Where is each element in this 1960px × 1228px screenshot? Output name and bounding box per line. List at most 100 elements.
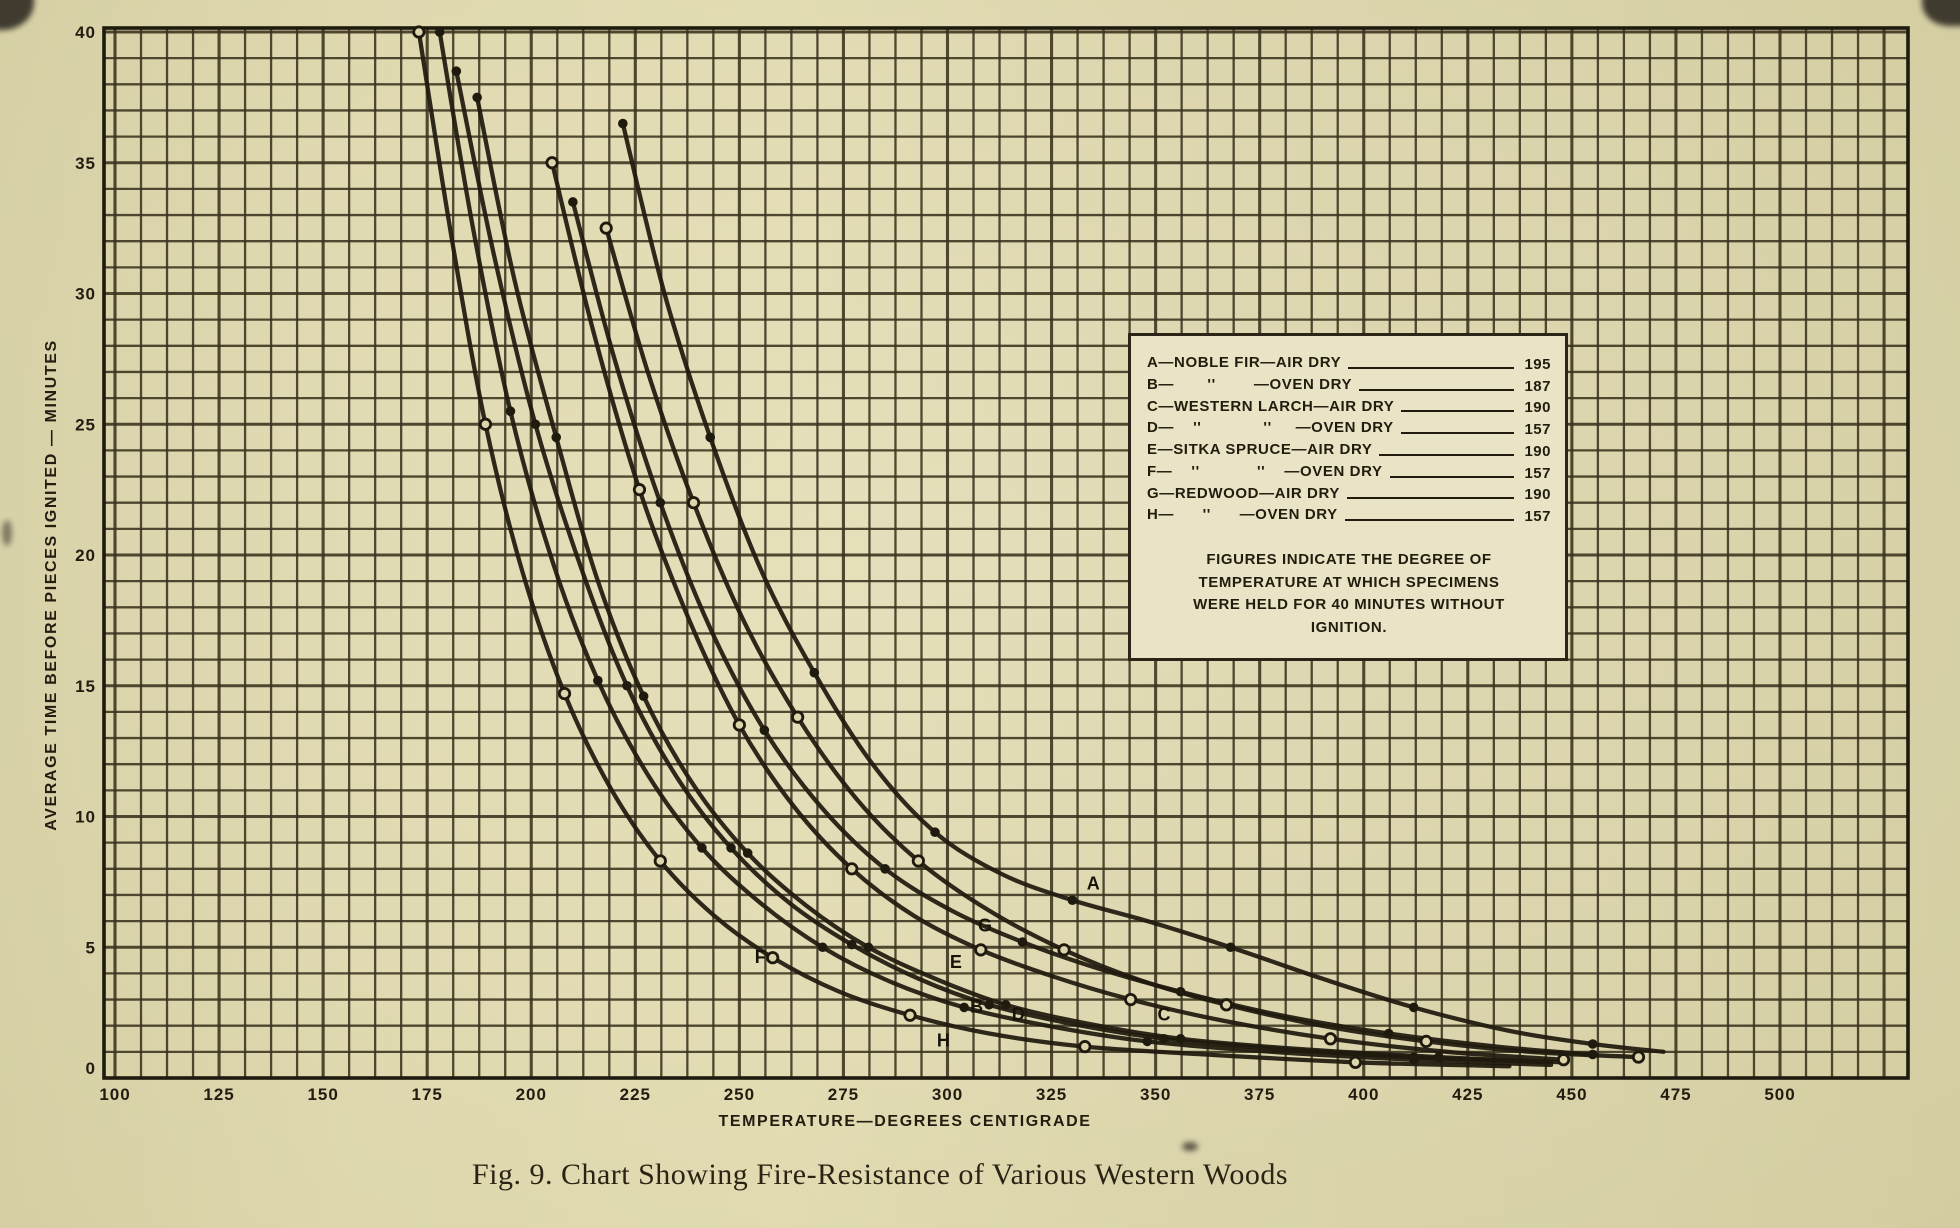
legend-row-temperature: 157 <box>1524 464 1551 482</box>
scan-speck-left <box>2 520 12 546</box>
y-tick-label: 15 <box>75 677 96 696</box>
marker-dot-G <box>1175 986 1186 997</box>
legend-leader-line <box>1359 388 1514 391</box>
x-tick-label: 175 <box>412 1085 443 1104</box>
marker-dot-B <box>863 942 874 953</box>
legend-row-temperature: 195 <box>1524 355 1551 373</box>
x-tick-label: 150 <box>307 1085 338 1104</box>
legend-rows: A—NOBLE FIR—AIR DRY 195 B— '' —OVEN DRY 187… <box>1147 354 1551 525</box>
marker-dot-F <box>1408 1054 1419 1065</box>
marker-dot-F <box>434 27 445 37</box>
x-tick-label: 250 <box>724 1085 755 1104</box>
legend-row-label: H— '' —OVEN DRY <box>1147 506 1338 524</box>
x-tick-label: 450 <box>1556 1085 1587 1104</box>
legend-leader-line <box>1379 453 1514 456</box>
marker-dot-D <box>726 843 736 853</box>
marker-open-E <box>1556 1053 1571 1067</box>
x-tick-label: 425 <box>1452 1085 1483 1104</box>
x-tick-label: 500 <box>1764 1085 1795 1104</box>
marker-dot-A <box>1225 942 1236 953</box>
legend-row-A: A—NOBLE FIR—AIR DRY 195 <box>1147 354 1551 373</box>
x-tick-label: 225 <box>620 1085 651 1104</box>
curve-label-H: H <box>937 1031 950 1051</box>
legend-leader-line <box>1344 519 1514 521</box>
marker-dot-D <box>1159 1033 1169 1044</box>
y-tick-label: 40 <box>75 23 96 42</box>
marker-dot-F <box>959 1002 969 1013</box>
marker-open-E <box>1323 1032 1338 1046</box>
marker-open-E <box>732 718 746 732</box>
curve-label-B: B <box>970 997 983 1017</box>
x-tick-label: 475 <box>1660 1085 1691 1104</box>
legend-row-label: B— '' —OVEN DRY <box>1147 375 1353 393</box>
y-tick-label: 30 <box>75 285 96 304</box>
marker-open-C <box>1631 1050 1646 1064</box>
legend-row-temperature: 187 <box>1524 377 1551 395</box>
marker-open-E <box>974 943 988 957</box>
legend-row-temperature: 157 <box>1524 508 1551 525</box>
marker-dot-A <box>809 667 820 678</box>
marker-open-C <box>911 854 925 868</box>
x-tick-label: 125 <box>203 1085 234 1104</box>
marker-dot-B <box>742 848 753 858</box>
marker-open-C <box>1057 943 1071 957</box>
legend-row-G: G—REDWOOD—AIR DRY 190 <box>1147 485 1551 504</box>
marker-dot-B <box>472 92 482 103</box>
marker-open-E <box>545 156 559 170</box>
marker-dot-F <box>817 942 828 953</box>
marker-dot-G <box>1587 1049 1598 1060</box>
figure-caption: Fig. 9. Chart Showing Fire-Resistance of… <box>471 1158 1289 1191</box>
x-tick-label: 400 <box>1348 1085 1379 1104</box>
marker-open-H <box>653 854 667 868</box>
marker-dot-B <box>1433 1052 1444 1062</box>
marker-open-E <box>632 483 647 497</box>
marker-open-E <box>1124 992 1138 1007</box>
marker-dot-D <box>530 419 541 430</box>
marker-dot-A <box>930 827 940 837</box>
x-tick-label: 325 <box>1036 1085 1067 1104</box>
legend-row-F: F— '' '' —OVEN DRY 157 <box>1147 463 1551 482</box>
marker-dot-G <box>1017 937 1028 947</box>
marker-open-C <box>1419 1034 1433 1048</box>
legend-row-label: D— '' '' —OVEN DRY <box>1147 419 1394 437</box>
legend-row-label: E—SITKA SPRUCE—AIR DRY <box>1147 441 1373 458</box>
scan-speck-bottom <box>1182 1142 1198 1151</box>
legend-leader-line <box>1348 366 1514 369</box>
y-tick-label: 20 <box>75 546 96 565</box>
marker-open-C <box>791 710 805 724</box>
marker-dot-A <box>1067 895 1078 905</box>
marker-open-H <box>903 1008 917 1022</box>
legend-row-temperature: 190 <box>1524 399 1551 417</box>
marker-open-H <box>557 686 572 701</box>
x-tick-label: 350 <box>1140 1085 1171 1104</box>
marker-open-H <box>1078 1040 1092 1054</box>
curve-label-E: E <box>950 952 962 972</box>
marker-open-H <box>1348 1055 1363 1069</box>
marker-dot-B <box>1000 999 1011 1010</box>
y-tick-label: 5 <box>86 938 96 957</box>
marker-open-H <box>412 25 426 39</box>
marker-open-C <box>686 496 701 510</box>
marker-open-H <box>478 417 493 431</box>
legend-leader-line <box>1346 497 1514 500</box>
marker-dot-B <box>638 691 649 702</box>
y-axis-title: AVERAGE TIME BEFORE PIECES IGNITED — MIN… <box>43 339 60 830</box>
y-tick-label: 10 <box>75 808 96 827</box>
legend-row-B: B— '' —OVEN DRY 187 <box>1147 376 1551 395</box>
legend-row-E: E—SITKA SPRUCE—AIR DRY 190 <box>1147 441 1551 460</box>
x-tick-label: 200 <box>516 1085 547 1104</box>
marker-dot-F <box>593 675 603 686</box>
marker-dot-G <box>1383 1028 1394 1039</box>
plot-border <box>102 26 1910 1080</box>
marker-dot-G <box>759 725 770 736</box>
marker-dot-A <box>1408 1002 1419 1013</box>
x-tick-label: 275 <box>828 1085 859 1104</box>
marker-dot-G <box>655 497 666 508</box>
marker-open-C <box>1219 998 1233 1012</box>
marker-dot-A <box>618 118 628 129</box>
marker-dot-F <box>1142 1036 1153 1047</box>
legend-note: FIGURES INDICATE THE DEGREE OF TEMPERATU… <box>1193 551 1505 636</box>
legend-row-D: D— '' '' —OVEN DRY 157 <box>1147 419 1551 438</box>
